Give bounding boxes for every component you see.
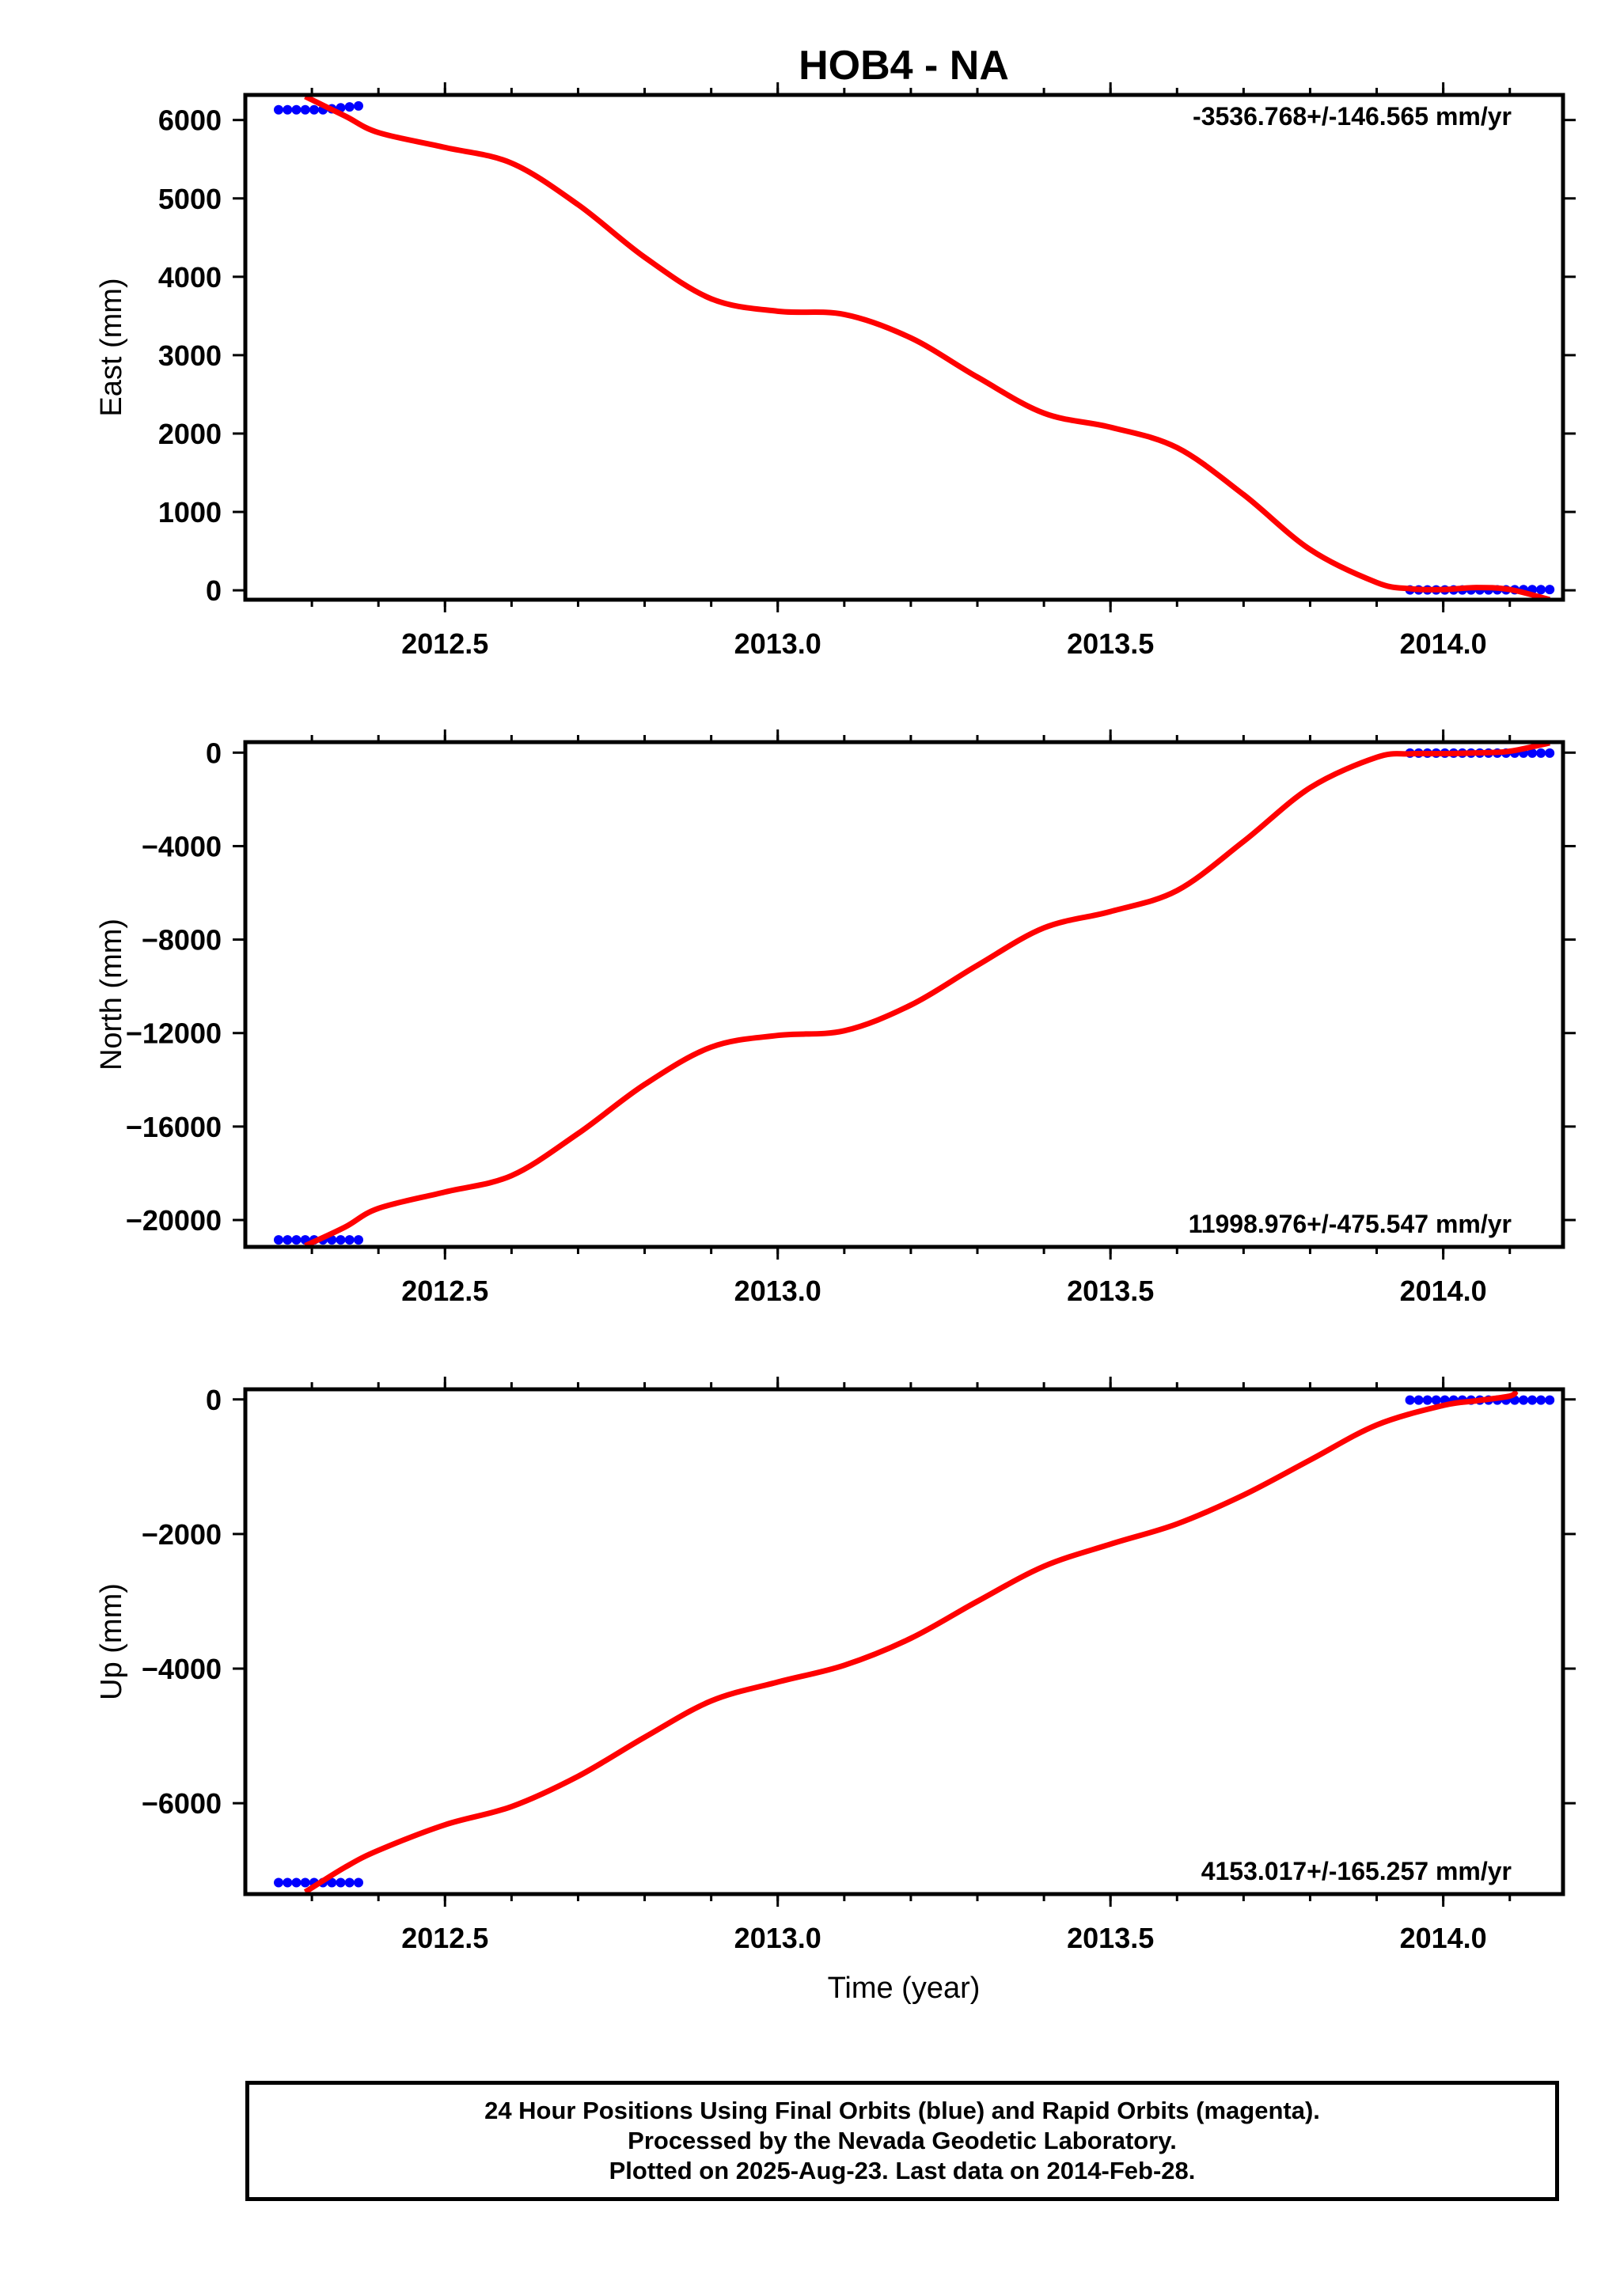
panel-plot-area (274, 95, 1555, 600)
footer-box: 24 Hour Positions Using Final Orbits (bl… (245, 2081, 1559, 2201)
data-point (1536, 1395, 1546, 1405)
y-tick-label: 5000 (158, 183, 222, 215)
data-point (1527, 748, 1538, 758)
footer-line-orbits: 24 Hour Positions Using Final Orbits (bl… (484, 2097, 1320, 2124)
panel-plot-area (274, 1389, 1555, 1894)
data-point (291, 104, 302, 115)
y-tick-label: 0 (206, 1384, 222, 1416)
data-point (274, 1235, 283, 1245)
data-point (344, 1877, 355, 1888)
data-point (291, 1235, 302, 1245)
data-point (291, 1877, 302, 1888)
data-point (1413, 1395, 1424, 1405)
x-tick-label: 2013.5 (1067, 1275, 1154, 1307)
x-tick-label: 2014.0 (1400, 1275, 1487, 1307)
data-point (327, 1877, 337, 1888)
data-point (1545, 1395, 1555, 1405)
data-point (300, 1877, 310, 1888)
x-tick-label: 2014.0 (1400, 627, 1487, 660)
x-tick-label: 2013.5 (1067, 1922, 1154, 1954)
rate-annotation: 4153.017+/-165.257 mm/yr (1201, 1857, 1512, 1885)
data-point (1405, 1395, 1415, 1405)
data-point (354, 1877, 363, 1888)
y-tick-label: −20000 (126, 1204, 222, 1237)
data-point (344, 102, 355, 112)
y-tick-label: −4000 (142, 830, 222, 862)
y-axis-label: Up (mm) (95, 1583, 128, 1700)
data-point (274, 104, 283, 115)
data-point (1536, 748, 1546, 758)
data-point (274, 1877, 283, 1888)
data-point (309, 104, 319, 115)
y-tick-label: −4000 (142, 1653, 222, 1685)
x-tick-label: 2013.0 (734, 1922, 821, 1954)
x-tick-label: 2012.5 (401, 627, 488, 660)
data-point (354, 1235, 363, 1245)
y-tick-label: 1000 (158, 496, 222, 529)
data-point (1431, 1395, 1441, 1405)
y-tick-label: 0 (206, 574, 222, 607)
y-tick-label: 0 (206, 737, 222, 769)
data-point (1422, 1395, 1432, 1405)
fit-line (304, 95, 1551, 600)
panel-frame (243, 93, 1565, 602)
data-point (1545, 748, 1555, 758)
panel-frame (243, 1387, 1565, 1896)
rate-annotation: -3536.768+/-146.565 mm/yr (1193, 102, 1512, 131)
y-tick-label: 6000 (158, 104, 222, 137)
x-axis-label: Time (year) (828, 1972, 981, 2005)
x-tick-label: 2013.5 (1067, 627, 1154, 660)
y-tick-label: −16000 (126, 1111, 222, 1143)
y-tick-label: −12000 (126, 1017, 222, 1050)
panel-plot-area (274, 742, 1555, 1247)
data-point (336, 1877, 346, 1888)
data-point (354, 100, 363, 111)
data-point (283, 1877, 293, 1888)
data-point (1527, 1395, 1538, 1405)
y-tick-label: −6000 (142, 1787, 222, 1820)
panel-up: 2012.5 2013.0 2013.5 2014.0 −6000 −4000 −2000 0… (95, 1377, 1576, 1954)
fit-line (304, 742, 1550, 1247)
y-axis-label: East (mm) (95, 278, 128, 416)
data-point (283, 104, 293, 115)
timeseries-plot: HOB4 - NA 2012.5 2013.0 2013.5 2014.0010002… (95, 43, 1576, 2005)
panel-east: 2012.5 2013.0 2013.5 2014.0 0 1000 2000 3000 400… (95, 82, 1576, 660)
x-tick-label: 2012.5 (401, 1275, 488, 1307)
x-tick-label: 2013.0 (734, 627, 821, 660)
data-point (300, 104, 310, 115)
y-tick-label: −8000 (142, 924, 222, 957)
data-point (1536, 585, 1546, 595)
panel-frame (243, 740, 1565, 1249)
y-tick-label: 4000 (158, 261, 222, 294)
x-tick-label: 2012.5 (401, 1922, 488, 1954)
y-tick-label: −2000 (142, 1518, 222, 1551)
x-tick-label: 2013.0 (734, 1275, 821, 1307)
data-point (1519, 1395, 1529, 1405)
data-point (1545, 585, 1555, 595)
rate-annotation: 11998.976+/-475.547 mm/yr (1189, 1210, 1512, 1238)
chart-title: HOB4 - NA (799, 43, 1009, 89)
panel-north: 2012.5 2013.0 2013.5 2014.0 −20000 −16000 −120… (95, 729, 1576, 1307)
data-point (283, 1235, 293, 1245)
y-tick-label: 3000 (158, 339, 222, 372)
fit-line (303, 1389, 1519, 1894)
y-axis-label: North (mm) (95, 919, 128, 1070)
footer-line-plotted: Plotted on 2025-Aug-23. Last data on 201… (609, 2157, 1196, 2184)
x-tick-label: 2014.0 (1400, 1922, 1487, 1954)
y-tick-label: 2000 (158, 418, 222, 450)
footer-line-processed: Processed by the Nevada Geodetic Laborat… (628, 2127, 1177, 2154)
data-point (344, 1235, 355, 1245)
data-point (336, 1235, 346, 1245)
